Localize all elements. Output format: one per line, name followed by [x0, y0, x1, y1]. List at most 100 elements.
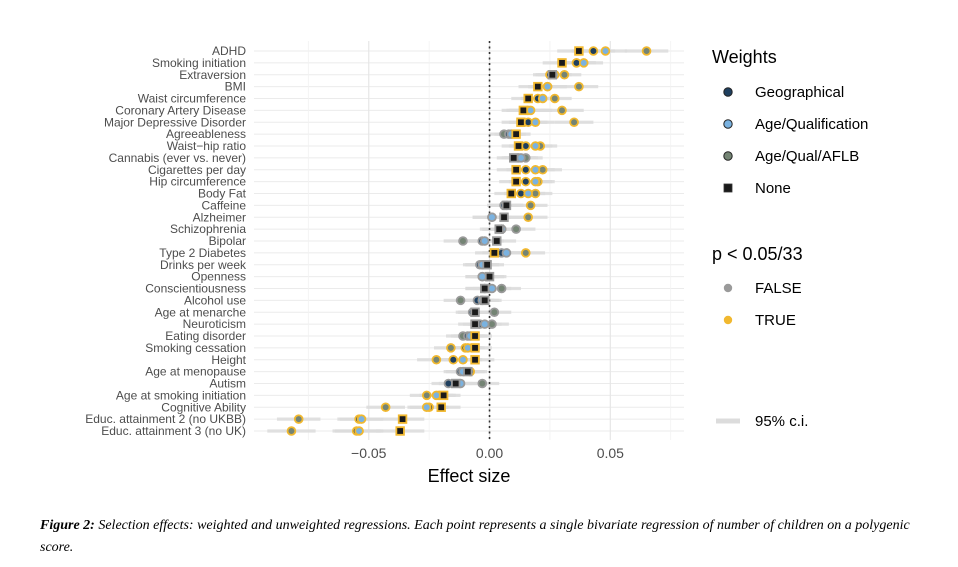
y-tick-label: Bipolar	[209, 234, 246, 248]
y-tick-label: Age at menarche	[155, 305, 247, 319]
point-age-qual-aflb-conscientiousness	[496, 283, 507, 294]
point-geographical-hip-circumference	[520, 176, 531, 187]
point-age-qual-aflb-age-at-smoking-initiation	[421, 390, 432, 401]
legend-symbol-age-qual-aflb	[723, 151, 733, 161]
point-age-qual-aflb-coronary-artery-disease	[557, 105, 567, 116]
y-tick-label: Cannabis (ever vs. never)	[109, 151, 246, 165]
legend-p-items: FALSE TRUE	[723, 280, 802, 329]
y-tick-label: Hip circumference	[149, 175, 246, 189]
point-none-neuroticism	[470, 319, 480, 329]
point-none-smoking-cessation	[470, 343, 480, 353]
y-tick-label: Cigarettes per day	[148, 163, 246, 177]
legend-label-false: FALSE	[755, 280, 802, 297]
point-none-cognitive-ability	[436, 402, 446, 412]
point-none-body-fat	[506, 188, 516, 199]
point-none-alzheimer	[499, 212, 509, 222]
figure-caption: Figure 2: Selection effects: weighted an…	[40, 515, 920, 559]
point-none-bipolar	[492, 236, 502, 246]
legend-symbol-geographical	[723, 87, 733, 97]
point-age-qual-aflb-educ-attainment-2-no-ukbb	[293, 414, 304, 424]
data-points	[286, 46, 652, 436]
legend-label-age-qual-aflb: Age/Qual/AFLB	[755, 148, 859, 165]
point-age-qual-aflb-schizophrenia	[511, 224, 521, 234]
point-none-age-at-smoking-initiation	[438, 390, 449, 401]
point-none-educ-attainment-3-no-uk	[395, 426, 405, 436]
point-geographical-height	[448, 354, 459, 365]
x-tick-label: 0.00	[476, 445, 503, 461]
point-age-qualification-type-2-diabetes	[501, 248, 512, 258]
point-none-openness	[484, 271, 495, 282]
caption-text: Selection effects: weighted and unweight…	[40, 518, 910, 555]
y-tick-label: BMI	[225, 80, 246, 94]
legend-label-none: None	[755, 180, 791, 197]
y-tick-label: Age at menopause	[145, 365, 246, 379]
x-tick-label: −0.05	[351, 445, 387, 461]
point-age-qualification-bipolar	[479, 236, 490, 246]
point-none-bmi	[533, 81, 543, 92]
point-age-qual-aflb-adhd	[641, 46, 652, 56]
point-none-eating-disorder	[470, 331, 480, 341]
y-tick-label: Autism	[209, 377, 246, 391]
point-age-qual-aflb-alcohol-use	[455, 295, 466, 306]
point-none-cigarettes-per-day	[511, 165, 521, 175]
point-age-qualification-cognitive-ability	[421, 402, 432, 413]
y-tick-label: Caffeine	[202, 198, 247, 212]
point-age-qualification-educ-attainment-2-no-ukbb	[356, 414, 367, 424]
x-axis-labels: −0.05 0.00 0.05	[351, 445, 624, 461]
legend-weights-items: Geographical Age/Qualification Age/Qual/AF…	[723, 84, 868, 197]
point-none-drinks-per-week	[482, 260, 492, 270]
y-tick-label: Extraversion	[179, 68, 246, 82]
legend-symbol-none	[723, 183, 733, 193]
y-tick-label: Alzheimer	[193, 210, 246, 224]
point-age-qual-aflb-height	[431, 354, 442, 365]
y-tick-label: Educ. attainment 3 (no UK)	[101, 424, 246, 438]
point-age-qualification-bmi	[542, 81, 553, 92]
x-axis-title: Effect size	[428, 466, 511, 486]
point-age-qual-aflb-age-at-menarche	[489, 307, 500, 318]
point-age-qualification-waist-circumference	[537, 93, 548, 104]
point-none-height	[470, 355, 480, 365]
point-none-conscientiousness	[480, 283, 490, 294]
caption-label: Figure 2:	[40, 518, 95, 533]
point-age-qual-aflb-type-2-diabetes	[520, 248, 531, 258]
point-none-agreeableness	[511, 129, 521, 139]
legend: Weights Geographical Age/Qualification Age…	[712, 47, 868, 430]
point-none-cannabis-ever-vs-never	[508, 153, 519, 163]
y-tick-label: Major Depressive Disorder	[104, 115, 246, 129]
y-tick-label: Body Fat	[198, 187, 247, 201]
point-age-qual-aflb-extraversion	[559, 69, 570, 80]
point-none-schizophrenia	[494, 224, 504, 234]
point-age-qual-aflb-bipolar	[458, 236, 468, 246]
y-tick-label: Drinks per week	[160, 258, 247, 272]
y-tick-label: ADHD	[212, 44, 246, 58]
y-tick-label: Alcohol use	[184, 293, 246, 307]
point-none-alcohol-use	[480, 295, 490, 306]
point-age-qualification-body-fat	[523, 188, 533, 199]
y-tick-label: Neuroticism	[183, 317, 246, 331]
point-none-waist-hip-ratio	[513, 141, 524, 151]
y-tick-label: Cognitive Ability	[161, 400, 246, 414]
point-age-qualification-height	[458, 354, 468, 365]
legend-weights-title: Weights	[712, 47, 777, 67]
point-age-qualification-cigarettes-per-day	[530, 164, 541, 175]
legend-symbol-false	[723, 283, 733, 293]
point-age-qual-aflb-waist-circumference	[549, 93, 560, 104]
point-age-qual-aflb-bmi	[574, 81, 584, 92]
y-tick-label: Openness	[191, 270, 246, 284]
point-age-qual-aflb-cognitive-ability	[380, 402, 391, 413]
y-tick-label: Waist circumference	[138, 92, 247, 106]
point-none-educ-attainment-2-no-ukbb	[397, 414, 408, 424]
point-none-type-2-diabetes	[489, 248, 500, 258]
point-age-qual-aflb-major-depressive-disorder	[569, 117, 579, 128]
point-none-autism	[451, 378, 461, 389]
point-age-qual-aflb-autism	[477, 378, 488, 389]
point-none-adhd	[574, 46, 584, 56]
y-tick-label: Type 2 Diabetes	[159, 246, 246, 260]
y-tick-label: Waist−hip ratio	[167, 139, 247, 153]
point-age-qual-aflb-educ-attainment-3-no-uk	[286, 426, 297, 436]
point-geographical-cigarettes-per-day	[520, 164, 531, 175]
x-tick-label: 0.05	[597, 445, 624, 461]
point-none-hip-circumference	[511, 176, 521, 187]
